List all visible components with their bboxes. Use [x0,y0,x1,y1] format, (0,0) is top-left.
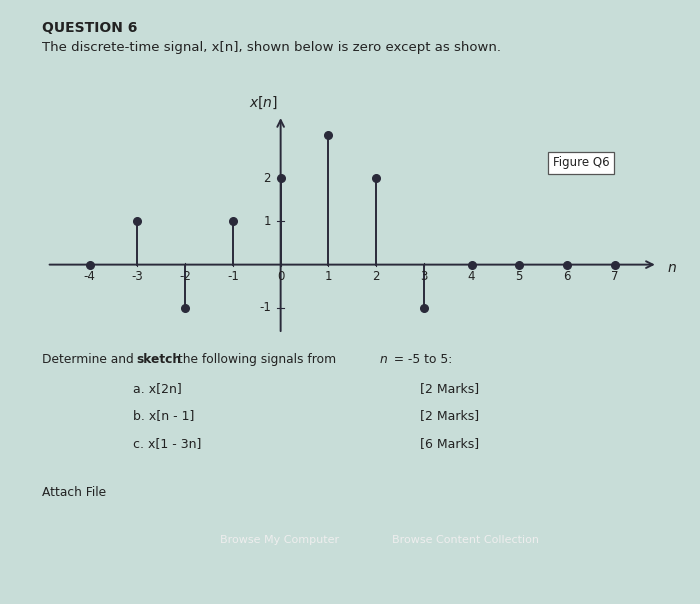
Text: Figure Q6: Figure Q6 [553,156,609,169]
Text: 7: 7 [611,270,619,283]
Text: Browse Content Collection: Browse Content Collection [392,535,539,545]
Text: sketch: sketch [136,353,181,367]
Text: -2: -2 [179,270,191,283]
Text: [2 Marks]: [2 Marks] [420,410,479,423]
Text: 1: 1 [325,270,332,283]
Text: $n$: $n$ [379,353,388,367]
Text: The discrete-time signal, x[n], shown below is zero except as shown.: The discrete-time signal, x[n], shown be… [42,41,501,54]
Text: Attach File: Attach File [42,486,106,500]
Text: [6 Marks]: [6 Marks] [420,437,479,451]
Text: a. x[2n]: a. x[2n] [133,382,182,395]
Text: -1: -1 [259,301,271,315]
Text: the following signals from: the following signals from [174,353,340,367]
Text: = -5 to 5:: = -5 to 5: [390,353,452,367]
Text: 6: 6 [564,270,570,283]
Text: [2 Marks]: [2 Marks] [420,382,479,395]
Text: b. x[n - 1]: b. x[n - 1] [133,410,195,423]
Text: Browse My Computer: Browse My Computer [220,535,340,545]
Text: c. x[1 - 3n]: c. x[1 - 3n] [133,437,202,451]
Text: Determine and: Determine and [42,353,138,367]
Text: 4: 4 [468,270,475,283]
Text: 1: 1 [264,215,271,228]
Text: $n$: $n$ [667,261,677,275]
Text: $x[n]$: $x[n]$ [249,95,279,111]
Text: 2: 2 [372,270,380,283]
Text: 3: 3 [420,270,428,283]
Text: 2: 2 [264,172,271,184]
Text: -3: -3 [132,270,144,283]
Text: 0: 0 [277,270,284,283]
Text: 5: 5 [516,270,523,283]
Text: -4: -4 [84,270,96,283]
Text: -1: -1 [227,270,239,283]
Text: QUESTION 6: QUESTION 6 [42,21,137,35]
